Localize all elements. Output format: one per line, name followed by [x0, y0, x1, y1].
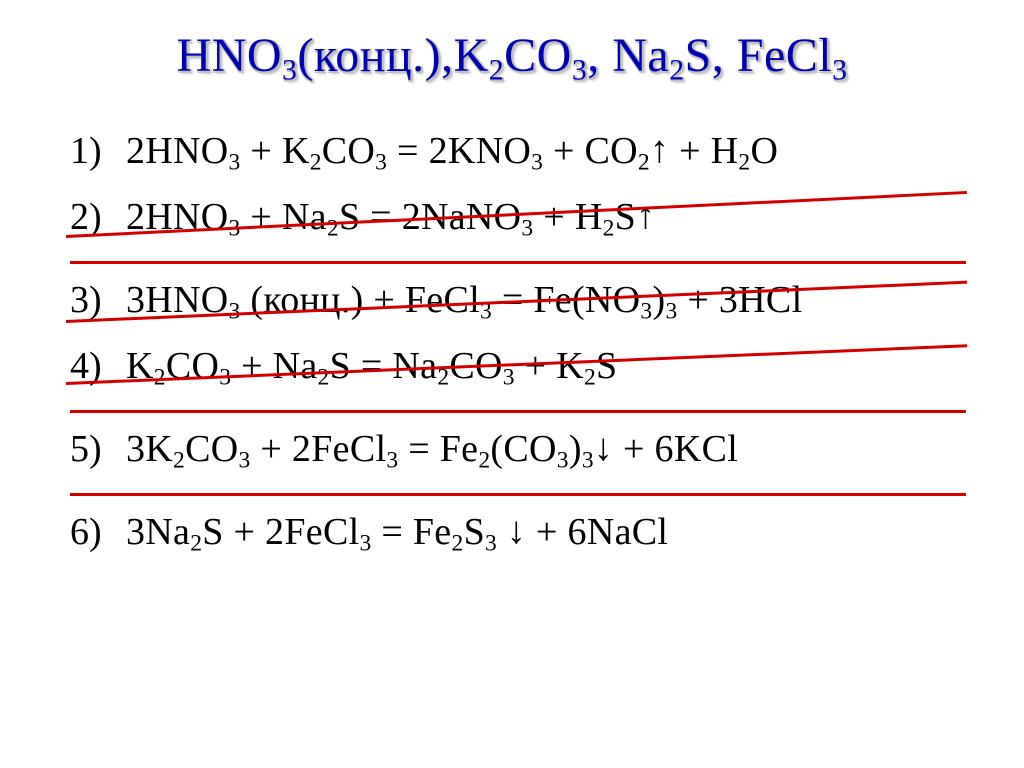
equation-number: 5)	[70, 427, 126, 471]
equation-body: 3K2CO3 + 2FeCl3 = Fe2(CO3)3↓ + 6KCl	[126, 427, 738, 471]
equation-body: 2HNO3 + Na2S = 2NaNO3 + H2S↑	[126, 195, 655, 239]
equation-body: K2CO3 + Na2S = Na2CO3 + K2S	[126, 344, 617, 388]
equation-body: 3Na2S + 2FeCl3 = Fe2S3 ↓ + 6NaCl	[126, 510, 668, 554]
equation-list: 1)2HNO3 + K2CO3 = 2KNO3 + CO2↑ + H2O2)2H…	[58, 129, 966, 576]
equation-row: 1)2HNO3 + K2CO3 = 2KNO3 + CO2↑ + H2O	[70, 129, 966, 195]
spacer	[70, 413, 966, 427]
equation-row: 6)3Na2S + 2FeCl3 = Fe2S3 ↓ + 6NaCl	[70, 510, 966, 576]
slide: HNO3(конц.),K2CO3, Na2S, FeCl3 1)2HNO3 +…	[0, 0, 1024, 768]
equation-row: 3)3HNO3 (конц.) + FeCl3 = Fe(NO3)3 + 3HC…	[70, 278, 966, 344]
equation-number: 6)	[70, 510, 126, 554]
equation-row: 2)2HNO3 + Na2S = 2NaNO3 + H2S↑	[70, 195, 966, 261]
slide-title: HNO3(конц.),K2CO3, Na2S, FeCl3	[58, 28, 966, 83]
spacer	[70, 264, 966, 278]
equation-number: 3)	[70, 278, 126, 322]
equation-row: 5)3K2CO3 + 2FeCl3 = Fe2(CO3)3↓ + 6KCl	[70, 427, 966, 493]
equation-number: 1)	[70, 129, 126, 173]
equation-row: 4)K2CO3 + Na2S = Na2CO3 + K2S	[70, 344, 966, 410]
equation-body: 2HNO3 + K2CO3 = 2KNO3 + CO2↑ + H2O	[126, 129, 778, 173]
spacer	[70, 496, 966, 510]
